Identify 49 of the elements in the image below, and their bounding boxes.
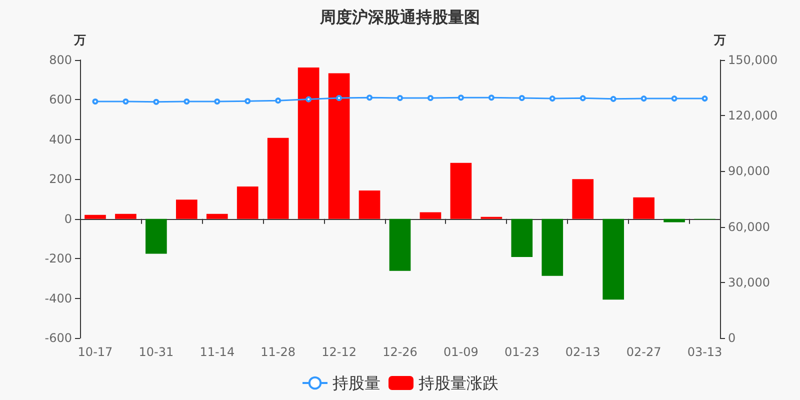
y-axis-title: 万: [73, 33, 86, 47]
bar: [358, 190, 380, 219]
y2-tick-label: 30,000: [728, 275, 770, 290]
bar: [267, 138, 289, 219]
x-tick-label: 01-23: [504, 345, 540, 359]
bar: [115, 214, 136, 219]
y2-tick-label: 120,000: [728, 108, 778, 123]
y2-tick-label: 0: [728, 331, 736, 345]
y-tick-label: 800: [49, 53, 72, 67]
bar: [298, 68, 320, 219]
y-tick-label: 0: [64, 212, 72, 226]
bar: [511, 218, 533, 257]
x-tick-label: 11-28: [260, 345, 296, 359]
chart-title: 周度沪深股通持股量图: [319, 8, 480, 26]
bar: [572, 179, 594, 219]
bar: [236, 186, 258, 219]
bar: [328, 73, 350, 219]
bar: [176, 200, 198, 219]
x-tick-label: 12-26: [382, 345, 418, 359]
x-tick-label: 02-27: [626, 345, 662, 359]
y-tick-label: 600: [49, 92, 72, 107]
legend-label: 持股量涨跌: [418, 374, 498, 392]
bar: [542, 218, 564, 276]
legend-label: 持股量: [332, 374, 380, 392]
bar: [602, 218, 624, 300]
bar: [146, 218, 167, 254]
y2-tick-label: 60,000: [728, 220, 770, 234]
x-tick-label: 03-13: [687, 345, 722, 359]
x-tick-label: 02-13: [565, 345, 600, 359]
y2-tick-label: 90,000: [728, 164, 770, 178]
y2-tick-label: 150,000: [728, 53, 778, 67]
y-tick-label: -400: [44, 291, 72, 306]
x-tick-label: 10-31: [138, 345, 174, 359]
bar: [633, 197, 654, 219]
y-tick-label: -600: [44, 331, 72, 345]
y-tick-label: -200: [44, 252, 72, 266]
y2-axis-title: 万: [713, 33, 726, 47]
bar: [389, 218, 411, 271]
bar: [450, 162, 472, 219]
bar: [84, 214, 106, 219]
y-tick-label: 400: [49, 132, 72, 146]
bar: [420, 212, 442, 219]
x-tick-label: 10-17: [78, 345, 113, 359]
x-tick-label: 12-12: [322, 345, 356, 359]
x-tick-label: 01-09: [444, 345, 478, 359]
x-tick-label: 11-14: [200, 345, 235, 359]
y-tick-label: 200: [49, 172, 72, 186]
bar: [206, 214, 228, 219]
bar: [664, 218, 685, 222]
